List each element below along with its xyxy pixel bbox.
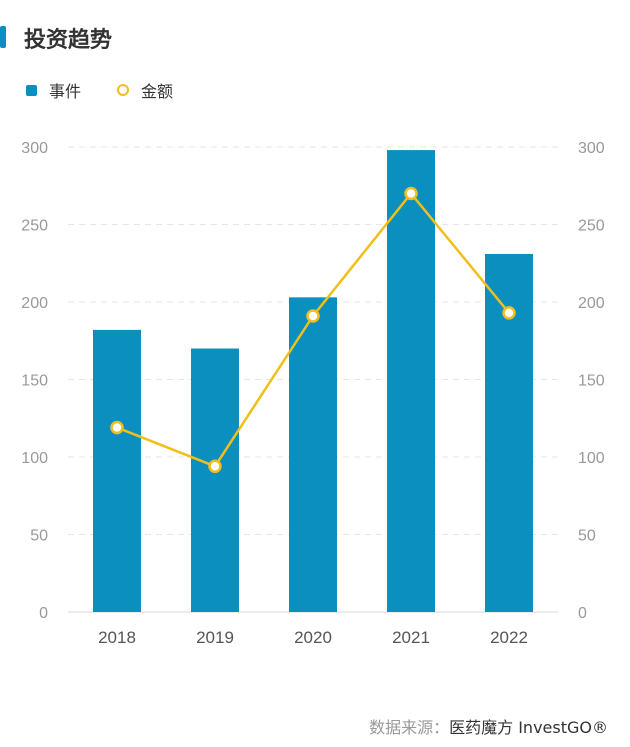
y-tick-label-left: 300 (21, 140, 48, 157)
y-tick-label-left: 50 (30, 528, 48, 545)
bar (93, 329, 141, 612)
x-tick-label: 2019 (196, 628, 234, 647)
source-prefix: 数据来源： (369, 718, 450, 737)
y-tick-label-left: 200 (21, 295, 48, 312)
title-accent-bar (0, 26, 6, 48)
y-tick-label-right: 0 (578, 605, 587, 622)
source-brand: 医药魔方 InvestGO® (449, 718, 608, 737)
y-tick-label-right: 250 (578, 218, 605, 235)
y-tick-label-right: 100 (578, 450, 605, 467)
y-tick-label-right: 150 (578, 373, 605, 390)
line-point (404, 186, 418, 201)
legend-line-label: 金额 (141, 82, 174, 101)
x-tick-label: 2018 (98, 628, 136, 647)
legend-item-line[interactable]: 金额 (117, 78, 173, 102)
line-point (306, 309, 320, 323)
x-tick-label: 2020 (294, 628, 332, 647)
chart-title: 投资趋势 (24, 28, 113, 53)
data-source: 数据来源：医药魔方 InvestGO® (369, 714, 608, 738)
x-tick-label: 2021 (392, 628, 430, 647)
line-point (208, 459, 222, 474)
y-tick-label-left: 250 (21, 218, 48, 235)
y-tick-label-left: 0 (39, 605, 48, 622)
line-swatch-icon (117, 84, 130, 96)
y-tick-label-right: 50 (578, 528, 596, 545)
y-tick-label-left: 150 (21, 373, 48, 390)
bar (387, 150, 435, 612)
x-tick-label: 2022 (490, 628, 528, 647)
legend-bar-label: 事件 (49, 82, 82, 101)
legend-item-bar[interactable]: 事件 (26, 78, 81, 102)
bar (191, 348, 239, 612)
bar (289, 297, 337, 612)
legend: 事件 金额 (26, 78, 209, 102)
chart-area: 0 50 100 150 200 250 300 0 50 100 150 200 250 300 2018… (21, 140, 605, 647)
line-point (502, 306, 516, 320)
line-point (110, 420, 124, 435)
y-tick-label-right: 200 (578, 295, 605, 312)
bar-swatch-icon (26, 84, 37, 96)
y-tick-label-left: 100 (21, 450, 48, 467)
y-tick-label-right: 300 (578, 140, 605, 157)
